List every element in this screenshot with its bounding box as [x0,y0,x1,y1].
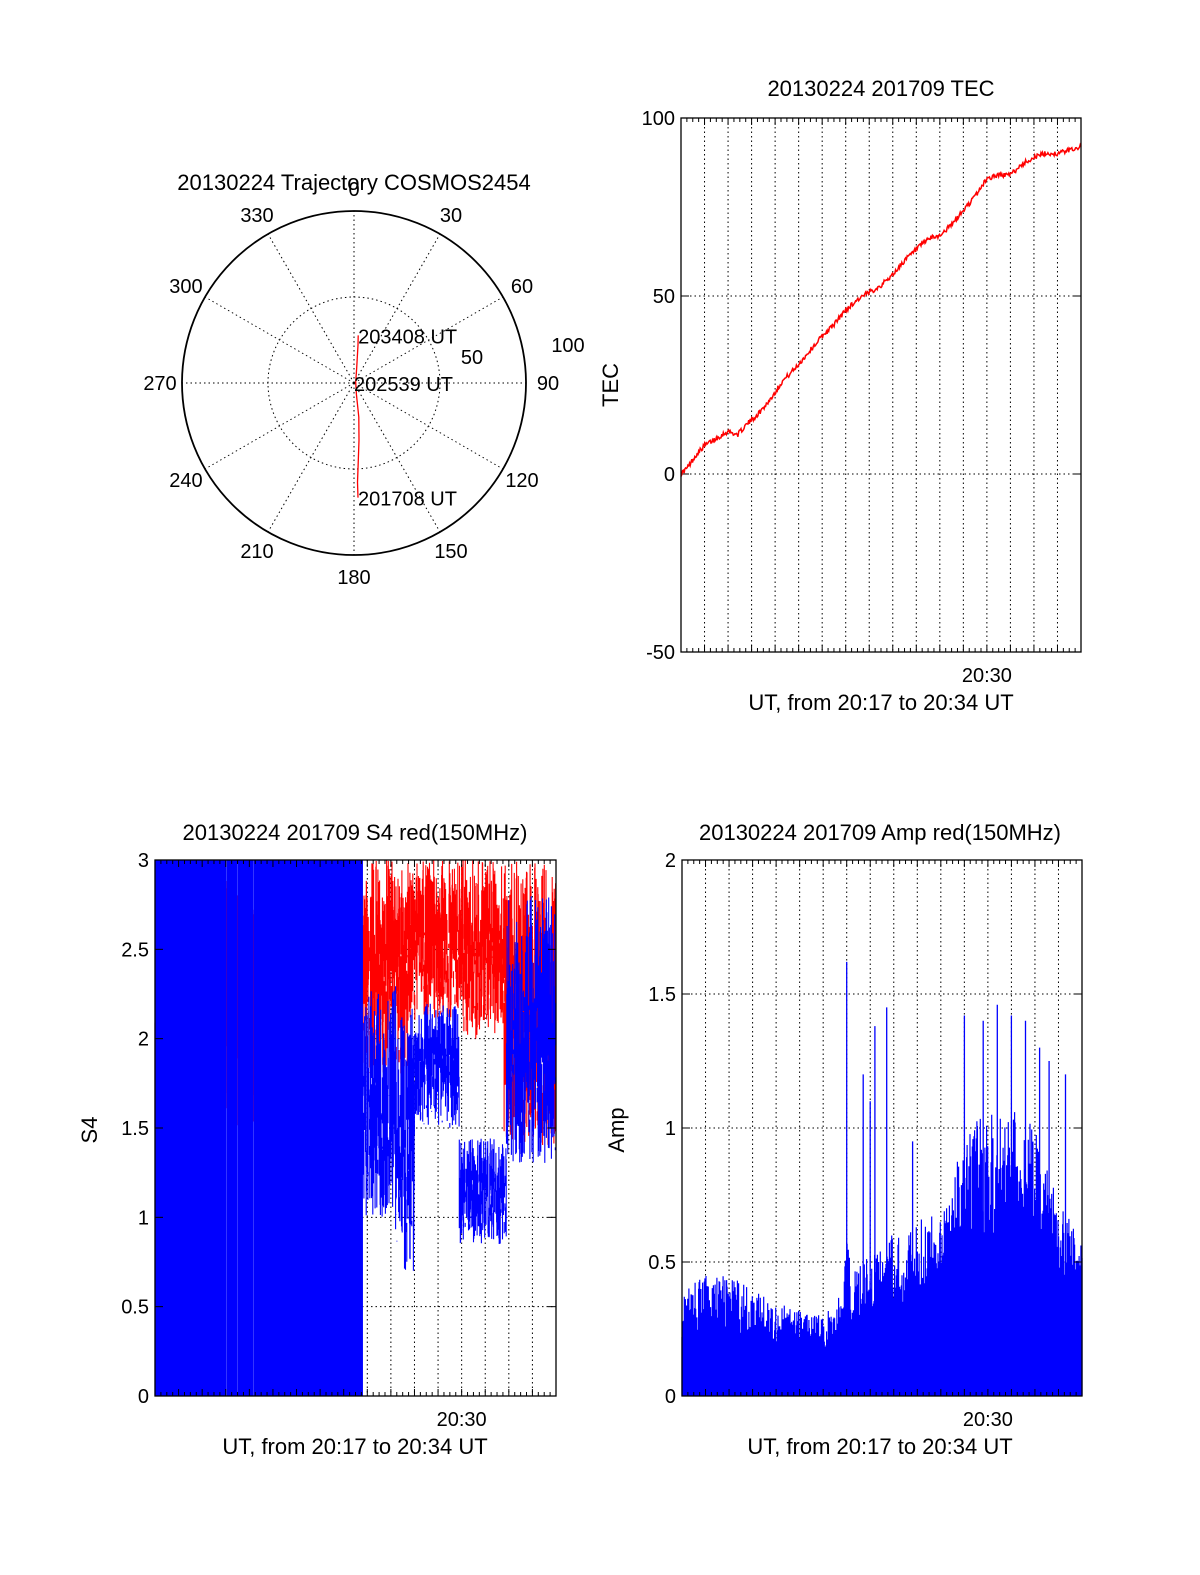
polar-angle-label: 300 [169,276,202,298]
x-tick-label: 20:30 [437,1409,487,1431]
s4-panel: 20130224 201709 S4 red(150MHz) 0 0.5 1 1.5 2… [77,820,557,1459]
polar-time-annotation: 201708 UT [358,489,457,511]
tec-y-axis-label: TEC [598,363,623,407]
s4-x-ticks: 20:30 [154,860,557,1431]
y-tick-label: 0.5 [648,1252,676,1274]
polar-angle-label: 150 [434,541,467,563]
polar-trajectory-line [355,335,360,498]
amp-plot-frame [681,859,1083,1397]
amp-x-axis-label: UT, from 20:17 to 20:34 UT [747,1434,1012,1459]
polar-spoke [267,382,355,533]
polar-radial-tick-50: 50 [461,347,483,369]
y-tick-label: 0 [665,1386,676,1408]
polar-spoke [204,382,355,470]
y-tick-label: 1 [665,1118,676,1140]
y-tick-label: 50 [653,286,675,308]
polar-angle-label: 330 [240,205,273,227]
polar-angle-label: 240 [169,470,202,492]
polar-angle-labels: 0 30 60 90 120 150 180 210 240 270 300 330 [143,179,559,589]
s4-trace-segment [406,860,463,1021]
tec-y-ticks: -50 0 50 100 [642,108,1081,664]
polar-angle-label: 90 [537,373,559,395]
polar-angle-label: 210 [240,541,273,563]
polar-spoke [267,233,355,384]
polar-spoke [353,382,441,533]
y-tick-label: 0 [664,464,675,486]
y-tick-label: 2.5 [121,939,149,961]
y-tick-label: 2 [138,1029,149,1051]
x-tick-label: 20:30 [963,1409,1013,1431]
tec-plot-frame [680,117,1082,653]
polar-annotations: 203408 UT 202539 UT 201708 UT [354,326,457,510]
s4-trace-segment [362,986,397,1217]
polar-spoke [353,296,504,384]
polar-spoke [353,382,504,470]
amp-y-axis-label: Amp [604,1107,629,1152]
s4-trace-segment [461,860,505,1039]
polar-panel: 20130224 Trajectory COSMOS2454 0 30 60 90 12… [143,170,584,589]
tec-series-line [680,142,1082,477]
y-tick-label: 1.5 [648,984,676,1006]
polar-angle-label: 0 [348,179,359,201]
s4-trace-segment [395,1008,415,1271]
polar-spoke [204,296,355,384]
s4-blue-series [154,860,557,1396]
y-tick-label: 2 [665,850,676,872]
y-tick-label: 0 [138,1386,149,1408]
polar-angle-label: 60 [511,276,533,298]
polar-angle-label: 180 [337,567,370,589]
polar-angle-label: 30 [440,205,462,227]
amp-series-bars [681,961,1083,1396]
s4-x-axis-label: UT, from 20:17 to 20:34 UT [222,1434,487,1459]
amp-title: 20130224 201709 Amp red(150MHz) [699,820,1061,845]
s4-trace-segment [154,860,363,1396]
x-tick-label: 20:30 [962,665,1012,687]
s4-trace-segment [413,1003,460,1128]
amp-panel: 20130224 201709 Amp red(150MHz) 0 0.5 1 1.5… [604,820,1083,1459]
s4-title: 20130224 201709 S4 red(150MHz) [183,820,528,845]
polar-time-annotation: 203408 UT [358,326,457,348]
polar-time-annotation: 202539 UT [354,374,453,396]
amp-x-ticks: 20:30 [681,860,1083,1431]
y-tick-label: 1.5 [121,1118,149,1140]
s4-trace-segment [458,1138,507,1244]
tec-title: 20130224 201709 TEC [767,76,994,101]
y-tick-label: 1 [138,1207,149,1229]
y-tick-label: 0.5 [121,1297,149,1319]
polar-angle-label: 120 [505,470,538,492]
tec-x-ticks: 20:30 [680,118,1082,687]
tec-grid [681,118,1081,652]
s4-trace-segment [505,896,557,1163]
polar-spokes [182,211,526,555]
polar-radial-tick-100: 100 [551,335,584,357]
y-tick-label: 100 [642,108,675,130]
y-tick-label: -50 [646,642,675,664]
s4-y-axis-label: S4 [77,1117,102,1144]
polar-title: 20130224 Trajectory COSMOS2454 [177,170,530,195]
y-tick-label: 3 [138,850,149,872]
tec-x-axis-label: UT, from 20:17 to 20:34 UT [748,690,1013,715]
polar-angle-label: 270 [143,373,176,395]
s4-plot-frame [154,859,557,1397]
polar-spoke [353,233,441,384]
amp-fill [682,1263,1082,1396]
